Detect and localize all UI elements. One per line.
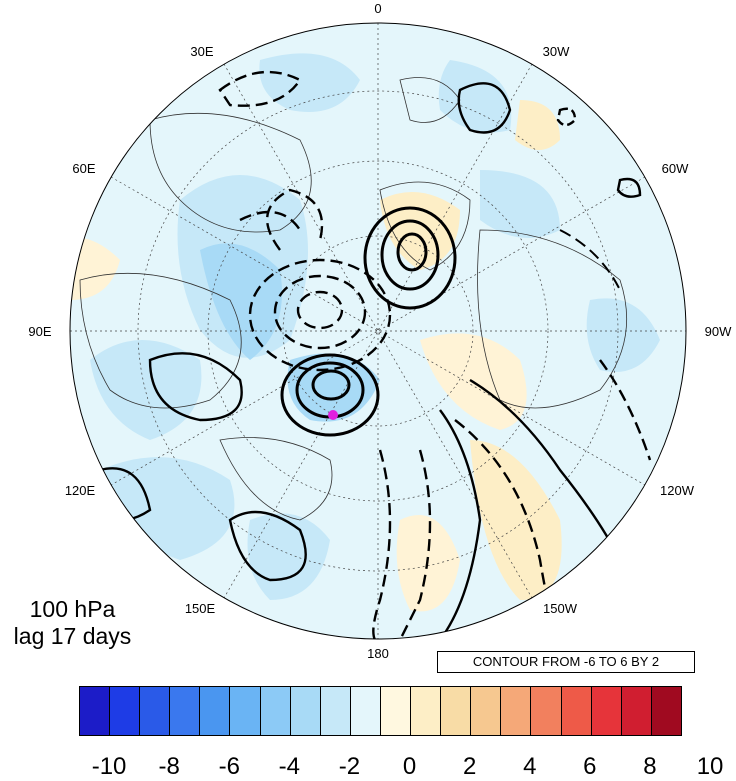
colorbar-cell xyxy=(320,687,351,735)
colorbar-cell xyxy=(230,687,261,735)
colorbar-cell xyxy=(350,687,381,735)
graticule xyxy=(70,23,686,639)
reference-point-marker xyxy=(328,410,338,420)
colorbar-cell xyxy=(140,687,171,735)
colorbar-cell xyxy=(501,687,532,735)
colorbar-cell xyxy=(170,687,201,735)
colorbar-cell xyxy=(200,687,231,735)
colorbar-tick-label: 4 xyxy=(523,753,537,780)
lon-label-120w: 120W xyxy=(660,483,695,498)
contour-note: CONTOUR FROM -6 TO 6 BY 2 xyxy=(437,651,695,673)
colorbar-tick-label: 10 xyxy=(696,753,724,780)
polar-map: 0 30W 60W 90W 120W 150W 180 150E 120E 90… xyxy=(28,1,732,661)
lon-label-90w: 90W xyxy=(705,324,732,339)
lon-label-120e: 120E xyxy=(65,483,96,498)
lon-label-90e: 90E xyxy=(28,324,51,339)
colorbar-cell xyxy=(471,687,502,735)
colorbar-cell xyxy=(531,687,562,735)
lon-label-30w: 30W xyxy=(543,44,570,59)
lon-label-0: 0 xyxy=(374,1,381,16)
colorbar-cell xyxy=(290,687,321,735)
contours xyxy=(99,70,652,639)
colorbar-cell xyxy=(651,687,681,735)
lag-label: lag 17 days xyxy=(13,623,132,649)
lon-label-150e: 150E xyxy=(185,601,216,616)
colorbar-tick-label: 2 xyxy=(462,753,477,780)
lon-label-150w: 150W xyxy=(543,601,578,616)
colorbar-cell xyxy=(260,687,291,735)
colorbar-tick-label: 6 xyxy=(583,753,597,780)
colorbar-cell xyxy=(621,687,652,735)
colorbar-tick-label: -10 xyxy=(91,753,127,780)
colorbar-cell xyxy=(561,687,592,735)
lon-label-60w: 60W xyxy=(662,161,689,176)
map-border xyxy=(69,22,687,640)
colorbar-cell xyxy=(80,687,111,735)
colorbar-tick-label: 0 xyxy=(402,753,417,780)
colorbar-tick-label: 8 xyxy=(643,753,657,780)
colorbar-tick-label: -4 xyxy=(278,753,301,780)
level-label: 100 hPa xyxy=(29,596,116,622)
lon-label-30e: 30E xyxy=(190,44,213,59)
lon-label-60e: 60E xyxy=(72,161,95,176)
colorbar xyxy=(79,686,682,736)
lon-label-180: 180 xyxy=(367,646,389,661)
colorbar-tick-label: -2 xyxy=(338,753,361,780)
colorbar-cell xyxy=(591,687,622,735)
colorbar-tick-label: -8 xyxy=(158,753,180,780)
colorbar-cell xyxy=(441,687,472,735)
colorbar-cell xyxy=(411,687,442,735)
colorbar-cell xyxy=(380,687,412,735)
colorbar-cell xyxy=(110,687,141,735)
colorbar-tick-label: -6 xyxy=(218,753,240,780)
coastlines xyxy=(79,77,628,521)
